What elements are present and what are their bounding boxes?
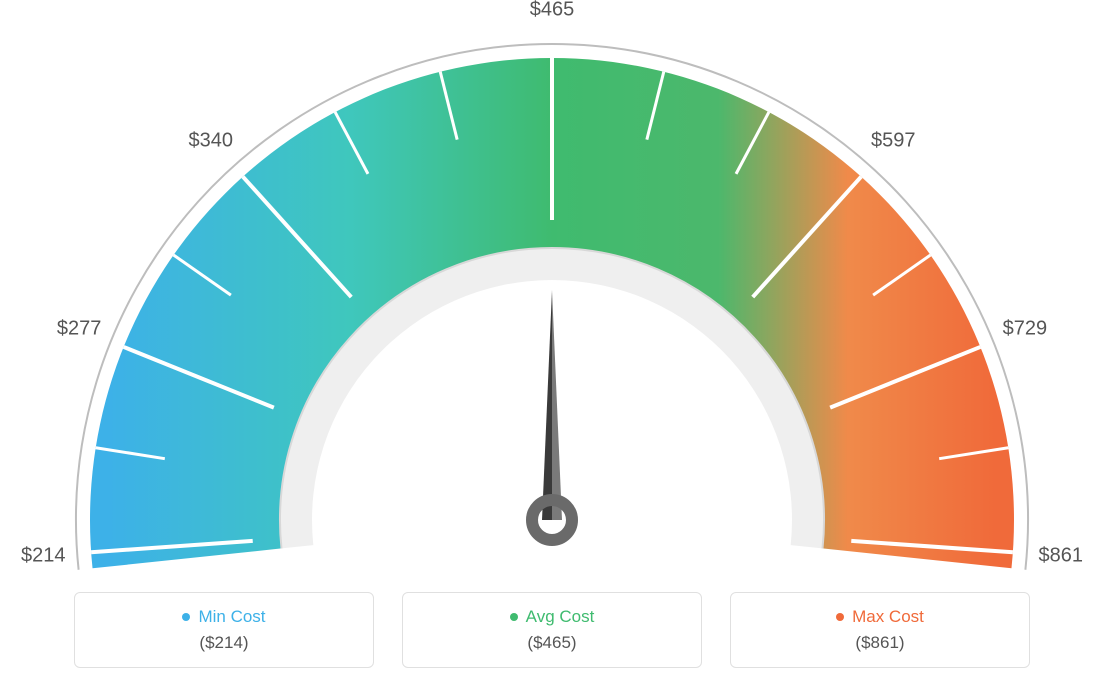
gauge-area: $214$277$340$465$597$729$861 <box>0 0 1104 560</box>
legend-label: Max Cost <box>852 607 924 627</box>
gauge-tick-label: $861 <box>1039 544 1084 567</box>
legend-title-max: Max Cost <box>836 607 924 627</box>
legend-title-avg: Avg Cost <box>510 607 595 627</box>
gauge-tick-label: $597 <box>871 129 916 152</box>
legend-value: ($465) <box>527 633 576 653</box>
gauge-tick-label: $340 <box>188 129 233 152</box>
gauge-tick-label: $729 <box>1003 317 1048 340</box>
dot-icon <box>510 613 518 621</box>
legend-title-min: Min Cost <box>182 607 265 627</box>
cost-gauge-chart: $214 $277 $340 $465 $597 $729 $861 Min Cost ($… <box>0 0 1104 690</box>
gauge-tick-label: $277 <box>57 317 102 340</box>
gauge-tick-label: $465 <box>530 0 575 22</box>
legend-card-max: Max Cost ($861) <box>730 592 1030 668</box>
gauge-tick-label: $214 <box>21 544 66 567</box>
legend-label: Avg Cost <box>526 607 595 627</box>
gauge-svg <box>0 0 1104 580</box>
legend-card-avg: Avg Cost ($465) <box>402 592 702 668</box>
dot-icon <box>182 613 190 621</box>
legend-card-min: Min Cost ($214) <box>74 592 374 668</box>
legend-value: ($861) <box>855 633 904 653</box>
dot-icon <box>836 613 844 621</box>
legend-label: Min Cost <box>198 607 265 627</box>
legend-value: ($214) <box>199 633 248 653</box>
legend-row: Min Cost ($214) Avg Cost ($465) Max Cost… <box>0 592 1104 668</box>
